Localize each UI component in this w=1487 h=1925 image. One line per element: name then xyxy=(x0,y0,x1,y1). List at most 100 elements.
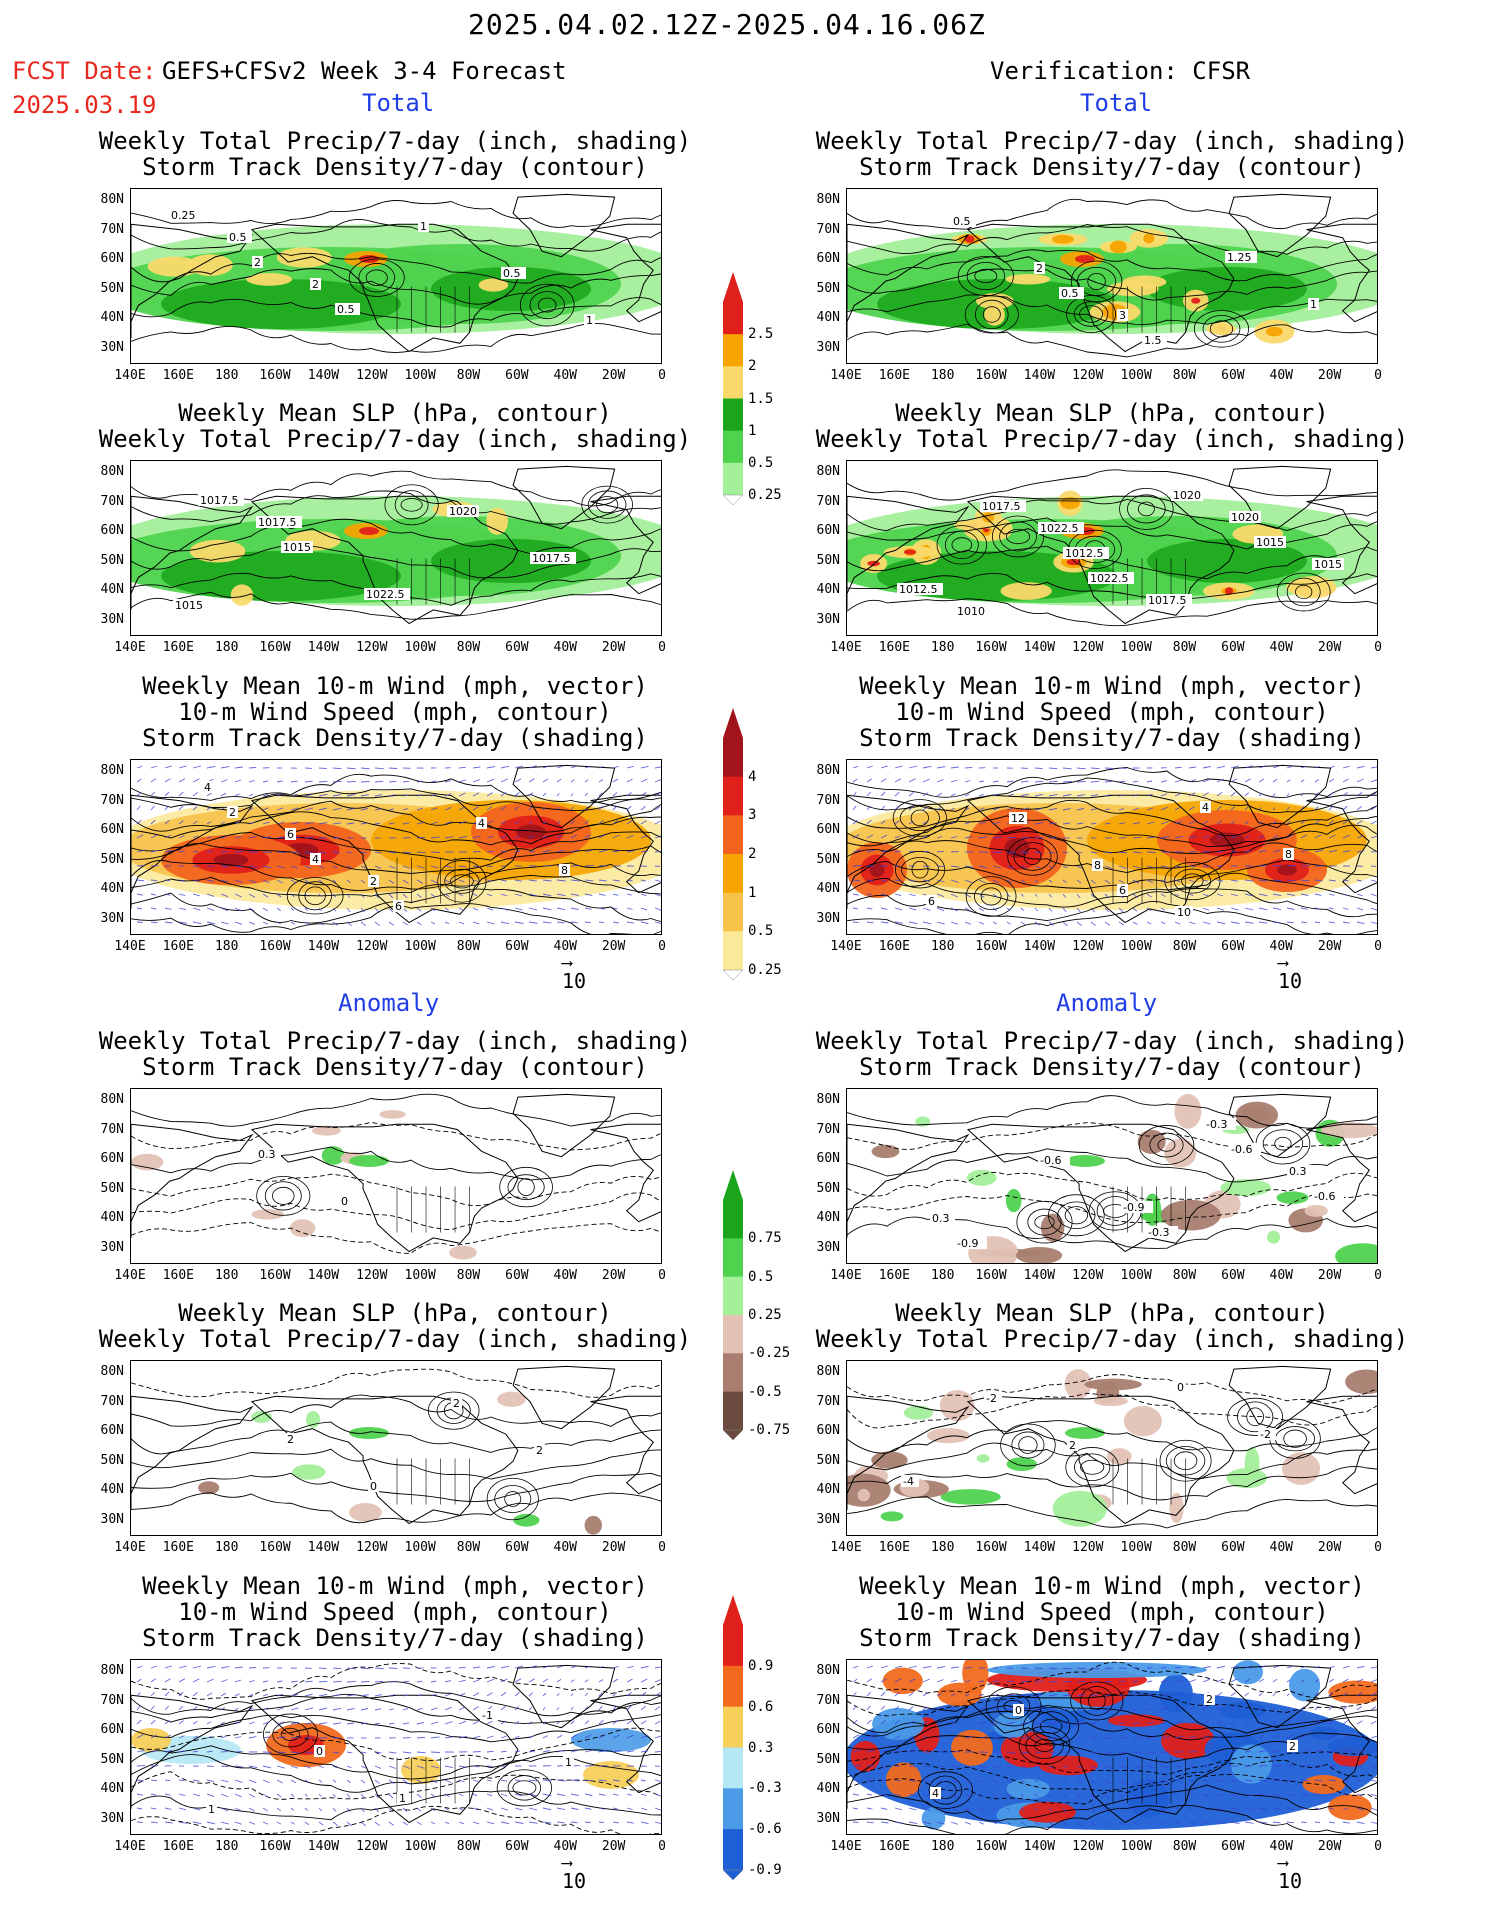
wind-vector xyxy=(1328,778,1335,783)
wind-vector xyxy=(136,893,143,896)
wind-vector xyxy=(1146,1779,1154,1784)
colorbar-swatch xyxy=(723,815,743,855)
panel-title-line: Weekly Mean 10-m Wind (mph, vector) xyxy=(859,1572,1365,1600)
contour-label: -1 xyxy=(482,1709,493,1722)
wind-vector xyxy=(1244,893,1254,897)
colorbar-swatch xyxy=(723,1353,743,1393)
wind-vector xyxy=(1174,893,1180,897)
wind-vector xyxy=(1216,792,1223,797)
wind-vector xyxy=(570,779,575,783)
wind-vector xyxy=(1314,766,1320,769)
contour-label-bg xyxy=(393,900,404,912)
storm-track-shade xyxy=(1277,864,1297,876)
contour-label: 6 xyxy=(395,900,402,913)
wind-vector xyxy=(136,849,145,853)
lon-tick-label: 0 xyxy=(1374,1839,1382,1854)
contour-line xyxy=(1076,266,1117,296)
precip-anomaly-shade xyxy=(1093,1396,1128,1407)
wind-vector xyxy=(290,780,298,783)
contour-label: -2 xyxy=(1260,1428,1271,1441)
wind-vector xyxy=(206,836,212,839)
wind-vector xyxy=(1188,779,1197,783)
wind-vector xyxy=(458,907,464,911)
wind-vector xyxy=(1076,767,1086,770)
wind-vector xyxy=(1314,849,1324,853)
wind-vector xyxy=(248,1765,258,1768)
colorbar-extend-top xyxy=(723,1595,743,1625)
contour-label-bg xyxy=(1175,1381,1186,1393)
wind-vector xyxy=(234,1765,244,1768)
wind-vector xyxy=(1244,1692,1250,1697)
wind-vector xyxy=(936,921,945,925)
wind-vector xyxy=(500,921,510,925)
wind-vector xyxy=(612,792,618,797)
wind-vector xyxy=(500,1665,510,1669)
wind-vector xyxy=(374,1765,382,1769)
wind-vector xyxy=(1048,1793,1053,1798)
wind-vector xyxy=(1300,1821,1307,1824)
coastline xyxy=(512,1664,616,1729)
vector-reference-value: 10 xyxy=(1278,1869,1303,1893)
precip-anomaly-shade xyxy=(1282,1452,1321,1485)
contour-line xyxy=(131,1693,661,1724)
wind-vector xyxy=(1062,1707,1071,1711)
contour-line xyxy=(847,1420,1377,1454)
wind-vector xyxy=(908,778,916,783)
coastline xyxy=(131,1395,254,1510)
wind-vector xyxy=(150,1691,156,1697)
precip-anomaly-shade xyxy=(880,1511,904,1522)
wind-vector xyxy=(528,1665,537,1669)
wind-vector xyxy=(416,1736,426,1739)
wind-vector xyxy=(318,822,328,825)
contour-label-bg xyxy=(285,828,296,840)
wind-vector xyxy=(1174,1679,1182,1683)
wind-vector xyxy=(1286,893,1295,897)
wind-vector xyxy=(500,778,508,783)
wind-vector xyxy=(1034,1765,1041,1769)
wind-vector xyxy=(248,1821,256,1825)
wind-vector xyxy=(1104,808,1111,811)
lon-tick-label: 160W xyxy=(259,368,291,383)
wind-vector xyxy=(332,865,338,869)
wind-vector xyxy=(1202,879,1208,882)
wind-vector xyxy=(852,1793,859,1796)
wind-vector xyxy=(192,1807,201,1811)
wind-vector xyxy=(430,1751,440,1753)
wind-vector xyxy=(234,1721,240,1725)
wind-vector xyxy=(542,1750,550,1753)
wind-vector xyxy=(248,793,254,797)
wind-vector xyxy=(1258,807,1262,811)
contour-line xyxy=(131,843,661,874)
lon-tick-label: 0 xyxy=(658,1839,666,1854)
wind-vector xyxy=(570,793,574,797)
wind-vector xyxy=(626,1793,632,1796)
coastline xyxy=(847,223,970,338)
wind-vector xyxy=(1076,1779,1082,1784)
coastline xyxy=(1306,794,1377,894)
wind-vector xyxy=(880,819,886,825)
wind-vector xyxy=(598,893,606,896)
contour-line xyxy=(847,1784,1377,1822)
coastline xyxy=(1228,1664,1332,1729)
contour-label: 4 xyxy=(1202,801,1209,814)
colorbar-swatch xyxy=(723,738,743,778)
storm-track-anomaly-shade xyxy=(1108,1714,1165,1727)
wind-vector xyxy=(1258,921,1268,924)
wind-vector xyxy=(346,1821,352,1827)
wind-vector xyxy=(206,1793,215,1797)
wind-vector xyxy=(430,1736,440,1739)
wind-vector xyxy=(950,865,960,868)
wind-vector xyxy=(318,851,327,854)
wind-vector xyxy=(626,1720,633,1725)
wind-vector xyxy=(626,1734,634,1739)
wind-vector xyxy=(1230,1692,1236,1697)
wind-vector xyxy=(1188,1692,1196,1697)
wind-vector xyxy=(852,1749,861,1753)
contour-label-bg xyxy=(169,209,201,221)
wind-vector xyxy=(1244,1735,1250,1739)
wind-vector xyxy=(1048,807,1058,811)
wind-vector xyxy=(486,893,493,897)
wind-vector xyxy=(346,1765,352,1769)
wind-vector xyxy=(444,793,452,797)
wind-vector xyxy=(1160,780,1168,783)
